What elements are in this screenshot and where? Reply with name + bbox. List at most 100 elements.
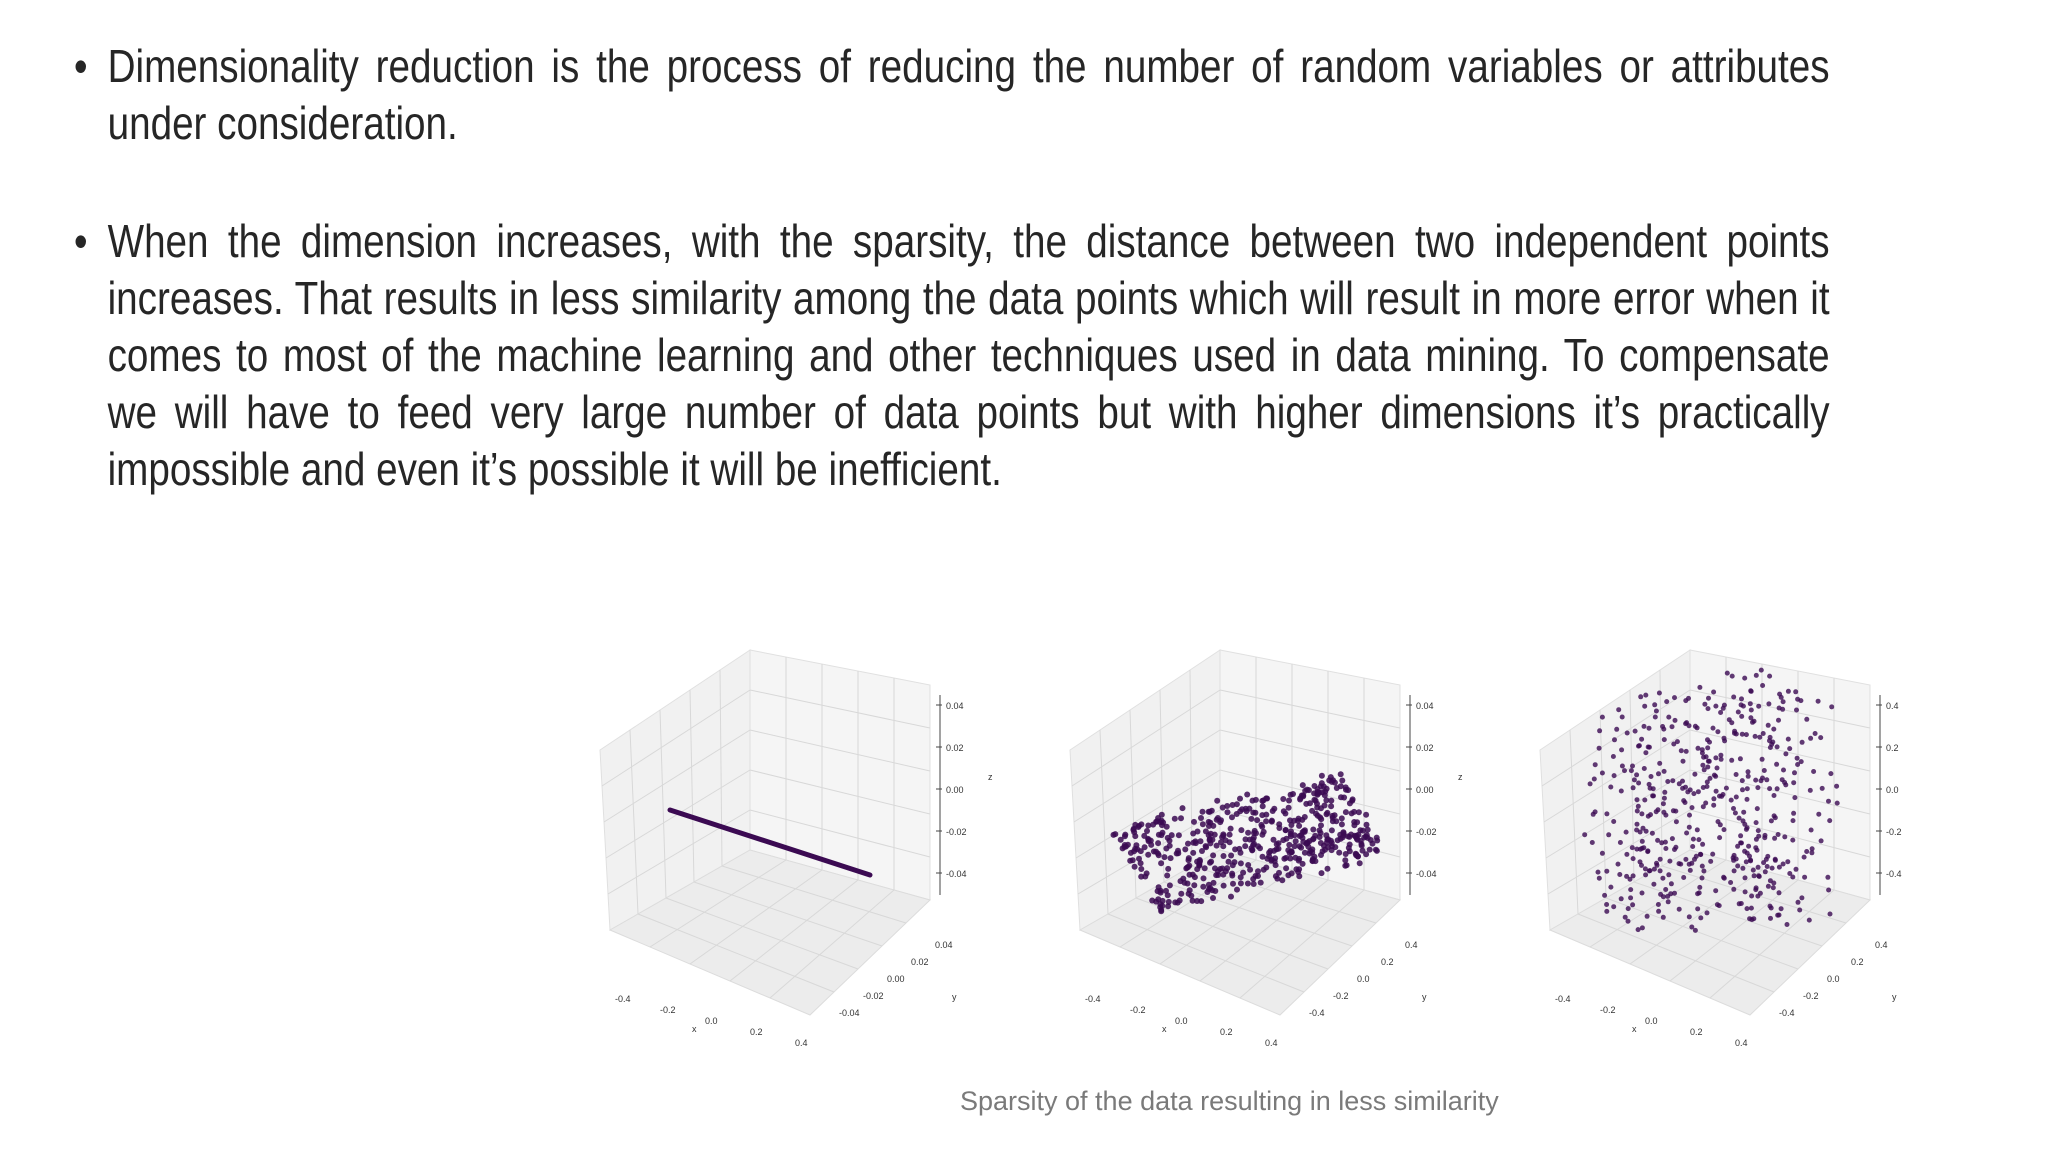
data-point [1204,889,1211,895]
data-point [1158,908,1165,915]
data-point [1628,895,1634,901]
data-point [1767,878,1773,884]
data-point [1138,866,1145,872]
data-point [1689,805,1695,811]
data-point [1811,769,1817,774]
data-point [1656,771,1661,777]
data-point [1366,846,1373,853]
data-point [1599,714,1605,720]
data-point [1172,899,1179,906]
data-point [1292,838,1299,845]
data-point [1721,827,1727,833]
x-tick-label: 0.2 [750,1027,763,1037]
y-tick-label: 0.2 [1381,957,1394,967]
data-point [1639,890,1645,896]
data-point [1263,811,1270,818]
data-point [1285,804,1292,811]
data-point [1149,897,1156,904]
data-point [1751,873,1757,879]
data-point [1629,845,1635,851]
grid-line [689,689,695,883]
data-point [1762,869,1768,875]
bullet-item: • Dimensionality reduction is the proces… [74,38,1830,152]
data-point [1628,768,1634,774]
data-point [1203,844,1210,851]
data-point [1753,777,1759,783]
data-point [1369,840,1376,847]
data-point [1314,812,1321,819]
data-point [1619,747,1625,753]
data-point [1741,809,1747,815]
data-point [1733,794,1739,800]
bullet-list: • Dimensionality reduction is the proces… [74,38,1834,498]
data-point [1345,787,1352,794]
grid-line [749,769,931,815]
z-axis-label: z [988,772,993,782]
z-tick-label: -0.2 [1886,827,1902,837]
data-point [1238,827,1245,834]
data-point [1795,899,1801,905]
data-point [1771,726,1777,732]
data-point [1759,756,1765,762]
data-point [1703,754,1709,760]
data-point [1671,741,1677,747]
data-point [1338,821,1345,828]
bullet-text: Dimensionality reduction is the process … [107,40,1830,149]
data-point [1622,768,1627,774]
data-point [1185,840,1191,847]
data-point [1729,757,1735,763]
data-point [1596,745,1602,751]
data-point [1652,702,1658,708]
data-point [1230,880,1236,887]
data-point [1645,849,1651,855]
z-tick-label: -0.4 [1886,869,1902,879]
data-point [1608,784,1614,790]
data-point [1357,837,1364,844]
data-point [1604,902,1610,907]
data-point [1288,849,1295,856]
data-point [1645,744,1651,750]
grid-line [1547,809,1691,895]
data-point [1664,699,1670,705]
y-tick-label: 0.0 [1827,974,1840,984]
data-point [1286,841,1293,848]
data-point [1705,764,1711,770]
data-point [1735,843,1741,849]
data-point [1829,704,1835,710]
bullet-item: • When the dimension increases, with the… [74,213,1830,498]
data-point [1291,832,1298,839]
data-point [1669,836,1675,842]
data-point [1657,760,1663,766]
data-point [1808,735,1814,741]
data-point [1700,841,1706,847]
data-point [1651,793,1656,799]
data-point [1635,803,1641,809]
bullet-dot: • [74,40,88,92]
data-point [1749,917,1755,923]
data-point [1674,739,1680,745]
data-point [1604,868,1610,874]
data-point [1713,773,1719,779]
grid-line [1073,729,1221,823]
y-tick-label: -0.2 [1803,991,1819,1001]
data-point [1198,815,1204,821]
z-tick-label: -0.04 [1416,869,1437,879]
data-point [1298,832,1305,839]
data-point [1296,822,1303,829]
data-point [1623,829,1629,835]
data-point [1321,792,1328,799]
data-point [1630,873,1636,879]
grid-line [1689,769,1871,815]
data-point [1646,725,1652,731]
data-point [1213,842,1220,849]
data-point [1826,887,1832,893]
data-point [1644,913,1650,919]
data-point [1683,721,1689,727]
data-point [1731,694,1737,700]
data-point [1662,839,1668,845]
data-point [1155,840,1162,847]
data-point [1748,905,1754,911]
data-point [1186,871,1193,878]
data-point [1686,861,1692,867]
data-point [1701,868,1707,874]
